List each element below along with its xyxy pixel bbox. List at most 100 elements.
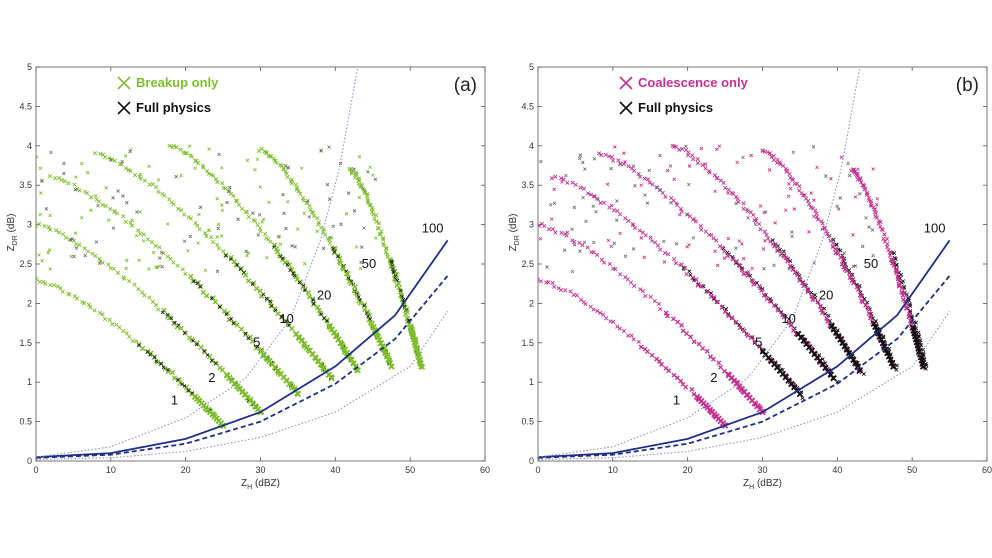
scatter-point-full	[246, 336, 251, 341]
scatter-point-tail	[876, 333, 884, 340]
scatter-point-cloud	[691, 236, 696, 240]
scatter-point	[704, 348, 710, 354]
scatter-cloud	[538, 144, 880, 274]
scatter-point-cloud	[225, 200, 229, 205]
curve-solid-0	[538, 239, 951, 458]
scatter-point	[179, 208, 184, 213]
scatter-family-100	[849, 167, 929, 371]
rain-rate-label-10: 10	[279, 311, 293, 326]
scatter-point	[141, 232, 147, 237]
scatter-point-cloud	[726, 191, 730, 195]
scatter-point-cloud	[577, 156, 582, 161]
scatter-point	[349, 171, 355, 176]
scatter-point	[572, 239, 577, 245]
scatter-point-cloud	[592, 240, 596, 245]
scatter-point-cloud	[361, 186, 365, 191]
scatter-point	[835, 250, 841, 256]
scatter-point-tail	[884, 349, 891, 357]
scatter-point	[180, 267, 185, 272]
scatter-point-cloud	[538, 236, 543, 241]
scatter-point-cloud	[584, 219, 588, 224]
scatter-point-cloud	[570, 227, 574, 232]
scatter-point-cloud	[285, 199, 290, 204]
scatter-point	[197, 227, 202, 232]
scatter-point-full	[893, 256, 898, 262]
scatter-point-cloud	[302, 211, 307, 216]
x-axis-label-unit: (dBZ)	[754, 478, 782, 489]
scatter-point	[246, 214, 251, 220]
scatter-family-20	[167, 143, 362, 374]
scatter-point-tail	[920, 363, 927, 370]
scatter-point-cloud	[121, 194, 125, 198]
plot-frame	[35, 66, 486, 462]
scatter-point	[108, 206, 113, 212]
y-tick-label: 5	[529, 62, 534, 72]
scatter-point	[165, 368, 171, 375]
scatter-point-cloud	[609, 244, 614, 249]
scatter-point-full	[182, 330, 187, 335]
scatter-point-cloud	[215, 196, 220, 201]
scatter-point-cloud	[846, 161, 850, 166]
scatter-point	[748, 335, 754, 341]
scatter-point	[171, 260, 176, 265]
scatter-point	[133, 173, 138, 178]
scatter-point-cloud	[853, 195, 858, 199]
scatter-point-full	[243, 331, 248, 336]
scatter-point-tail	[382, 349, 389, 357]
scatter-point	[617, 212, 623, 217]
scatter-point-cloud	[820, 227, 825, 231]
scatter-point	[703, 229, 708, 234]
scatter-point	[215, 179, 220, 185]
scatter-point-cloud	[73, 231, 78, 235]
scatter-point	[604, 316, 609, 321]
scatter-point	[184, 151, 189, 156]
scatter-point-full	[264, 296, 269, 301]
scatter-point	[613, 267, 618, 272]
scatter-point	[558, 176, 564, 181]
scatter-point-cloud	[735, 160, 739, 165]
scatter-point-cloud	[778, 253, 783, 257]
scatter-point	[110, 322, 115, 327]
scatter-point-cloud	[623, 160, 627, 164]
scatter-point	[894, 270, 899, 276]
scatter-point-cloud	[40, 178, 44, 183]
scatter-point-cloud	[290, 244, 294, 248]
scatter-point	[731, 191, 736, 196]
scatter-point-cloud	[48, 267, 53, 271]
scatter-point	[538, 223, 541, 228]
scatter-point	[147, 295, 152, 300]
scatter-point-tail	[388, 363, 395, 370]
scatter-point	[93, 253, 98, 259]
scatter-point	[674, 375, 680, 381]
scatter-point	[274, 249, 281, 255]
scatter-point	[82, 300, 87, 306]
scatter-point-cloud	[151, 250, 156, 255]
scatter-point-tail	[348, 356, 355, 364]
scatter-point-cloud	[856, 167, 860, 172]
scatter-point-full	[231, 321, 236, 326]
scatter-point-cloud	[745, 207, 749, 212]
scatter-point-cloud	[215, 235, 220, 239]
scatter-point	[48, 282, 53, 288]
scatter-point	[900, 292, 906, 298]
scatter-point	[123, 219, 128, 224]
scatter-point	[785, 258, 791, 264]
scatter-point	[649, 352, 655, 358]
scatter-point	[322, 232, 328, 237]
scatter-point-full	[169, 316, 174, 321]
scatter-point	[711, 295, 717, 301]
scatter-point-cloud	[741, 155, 745, 160]
scatter-point-cloud	[295, 227, 300, 231]
scatter-point	[601, 312, 606, 317]
scatter-point	[97, 310, 102, 315]
scatter-point	[185, 387, 191, 394]
scatter-family-10	[92, 151, 335, 382]
scatter-point	[242, 331, 249, 338]
scatter-point	[236, 202, 242, 207]
scatter-point-cloud	[302, 261, 307, 266]
scatter-point-cloud	[674, 241, 679, 246]
scatter-point	[153, 243, 158, 248]
scatter-point	[687, 214, 693, 219]
scatter-point-cloud	[658, 188, 663, 192]
scatter-point	[797, 184, 802, 189]
